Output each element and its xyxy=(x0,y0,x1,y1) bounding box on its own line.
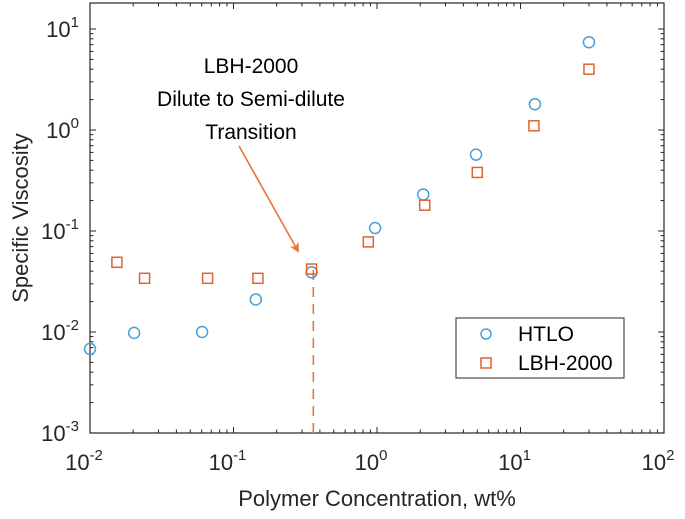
minor-ticks xyxy=(89,3,664,434)
y-tick-label: 101 xyxy=(46,14,79,42)
series-lbh-2000 xyxy=(111,63,595,285)
annotation-arrow-icon xyxy=(238,145,299,253)
data-point-circle-icon xyxy=(469,148,483,161)
data-series xyxy=(83,35,596,356)
data-point-square-icon xyxy=(111,256,123,269)
annotation-line-1: LBH-2000 xyxy=(204,55,299,78)
data-point-square-icon xyxy=(305,263,318,275)
data-point-circle-icon xyxy=(249,293,263,306)
x-axis-tick-labels: 10-2 10-1 100 101 102 xyxy=(65,447,674,475)
data-point-square-icon xyxy=(138,272,151,285)
legend-label-lbh: LBH-2000 xyxy=(518,352,613,375)
data-point-square-icon xyxy=(471,166,484,179)
y-axis-tick-labels: 10-3 10-2 10-1 100 101 xyxy=(41,14,79,446)
transition-annotation: LBH-2000 Dilute to Semi-dilute Transitio… xyxy=(157,55,345,253)
data-point-square-icon xyxy=(252,272,264,285)
x-tick-label: 10-1 xyxy=(209,447,247,475)
annotation-line-2: Dilute to Semi-dilute xyxy=(157,88,345,111)
y-tick-label: 10-2 xyxy=(41,317,79,345)
y-tick-label: 10-3 xyxy=(41,418,79,446)
data-point-square-icon xyxy=(362,236,375,248)
data-point-circle-icon xyxy=(582,35,596,49)
y-axis-title: Specific Viscosity xyxy=(8,133,33,303)
data-point-circle-icon xyxy=(195,325,209,339)
y-tick-label: 100 xyxy=(46,115,79,143)
data-point-square-icon xyxy=(418,199,431,211)
x-tick-label: 102 xyxy=(642,447,675,475)
legend-label-htlo: HTLO xyxy=(518,323,574,346)
x-tick-label: 101 xyxy=(498,447,531,475)
y-tick-label: 10-1 xyxy=(41,216,79,244)
legend: HTLO LBH-2000 xyxy=(455,317,625,379)
data-point-circle-icon xyxy=(127,326,141,340)
data-point-square-icon xyxy=(528,120,540,132)
x-axis-title: Polymer Concentration, wt% xyxy=(238,486,516,511)
x-tick-label: 10-2 xyxy=(65,447,103,475)
x-tick-label: 100 xyxy=(355,447,388,475)
legend-square-icon xyxy=(480,357,492,369)
data-point-circle-icon xyxy=(368,221,382,235)
legend-circle-icon xyxy=(480,328,492,340)
data-point-square-icon xyxy=(583,63,595,75)
data-point-circle-icon xyxy=(83,342,97,356)
data-point-square-icon xyxy=(201,272,214,285)
data-point-circle-icon xyxy=(528,97,542,111)
annotation-line-3: Transition xyxy=(205,121,296,144)
